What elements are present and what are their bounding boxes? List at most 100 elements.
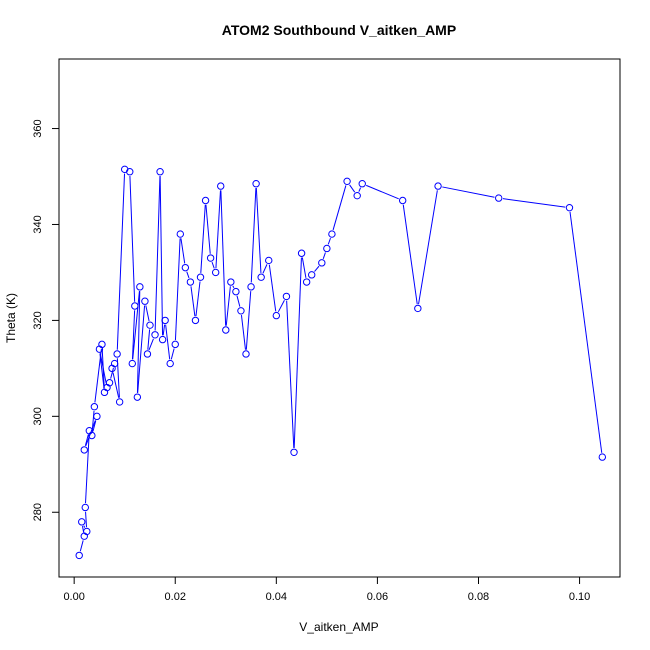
series-line-segment [250, 187, 257, 283]
data-point [156, 168, 164, 176]
data-point [81, 503, 89, 512]
data-point [272, 311, 281, 320]
x-tick-label: 0.08 [468, 591, 489, 603]
series-line-segment [286, 300, 295, 449]
data-point [186, 278, 195, 286]
data-point [166, 359, 174, 368]
data-point [201, 196, 210, 205]
data-point [206, 254, 215, 262]
series-line-segment [145, 305, 150, 322]
data-point [434, 182, 442, 190]
data-point [161, 316, 169, 325]
series-line-segment [200, 204, 206, 273]
data-point [126, 168, 134, 176]
series-line-segment [195, 281, 201, 317]
series-line-segment [349, 184, 356, 193]
x-axis: 0.00 0.02 0.04 0.06 0.08 0.10 [63, 576, 590, 603]
data-point [598, 453, 607, 461]
x-axis-label: V_aitken_AMP [299, 620, 378, 634]
series-line-segment [236, 295, 241, 307]
series-line-segment [293, 257, 302, 449]
data-point [302, 278, 311, 286]
data-point [414, 304, 422, 313]
series-line-segment [112, 372, 120, 398]
data-point [131, 302, 139, 310]
data-point [290, 448, 298, 456]
data-point [237, 307, 245, 315]
data-point [151, 331, 159, 339]
data-point [146, 321, 154, 329]
data-point [328, 230, 336, 238]
series-line-segment [159, 176, 164, 336]
series-line-segment [79, 540, 84, 552]
series-line-segment [136, 291, 141, 393]
data-point [181, 263, 190, 272]
series-line-segment [162, 324, 166, 336]
data-point [158, 335, 167, 344]
series-line-segment [83, 525, 86, 528]
series-line-segment [110, 367, 114, 379]
y-tick-label: 300 [32, 407, 44, 425]
series-line-segment [240, 315, 246, 350]
series-line-segment [92, 420, 97, 432]
series-line-segment [327, 237, 331, 245]
series-line-segment [442, 186, 495, 198]
data-point [247, 283, 255, 291]
series-line-segment [154, 175, 161, 331]
data-point [83, 527, 91, 536]
data-point [257, 273, 265, 281]
data-point [358, 180, 366, 188]
series-line-segment [129, 175, 136, 302]
data-point [343, 177, 351, 186]
series-line-segment [137, 305, 146, 393]
data-point [232, 287, 240, 296]
y-tick-label: 360 [32, 119, 44, 137]
data-point [113, 350, 121, 358]
chart-title: ATOM2 Southbound V_aitken_AMP [222, 22, 456, 38]
y-tick-label: 280 [32, 503, 44, 521]
series-line-segment [277, 299, 285, 313]
series-line-segment [85, 434, 90, 504]
series-line-segment [262, 264, 268, 274]
series-line-segment [502, 198, 566, 208]
series-line-segment [132, 291, 140, 360]
data-point [297, 249, 306, 257]
x-tick-label: 0.04 [266, 591, 287, 603]
data-point [211, 268, 220, 277]
data-point [128, 359, 136, 368]
data-point [227, 278, 235, 286]
series-line-segment [215, 190, 221, 269]
data-point [222, 326, 230, 334]
y-tick-label: 320 [32, 311, 44, 329]
series-line-segment [170, 348, 175, 360]
data-point [95, 345, 104, 353]
data-point [318, 259, 326, 267]
series-line-segment [220, 190, 227, 326]
data-point [265, 256, 273, 265]
series-line-segment [165, 324, 171, 360]
data-point [108, 364, 116, 373]
series-line-segment [366, 184, 399, 200]
series-line-segment [84, 434, 89, 446]
x-tick-label: 0.02 [165, 591, 186, 603]
data-point [176, 230, 184, 238]
series-line-segment [186, 271, 190, 279]
data-point [88, 431, 96, 440]
data-point [80, 446, 88, 454]
series-points [75, 165, 607, 560]
series-line-segment [314, 265, 320, 272]
data-point [105, 379, 114, 387]
series-line-segment [148, 338, 154, 351]
data-point [93, 412, 101, 421]
data-point [171, 340, 179, 349]
data-point [75, 551, 83, 560]
data-point [196, 273, 205, 281]
data-point [133, 393, 142, 401]
data-point [115, 398, 124, 406]
series-line-segment [116, 173, 126, 350]
data-point [143, 350, 152, 358]
data-point [191, 316, 200, 325]
x-tick-label: 0.10 [569, 591, 590, 603]
data-point [242, 350, 250, 358]
